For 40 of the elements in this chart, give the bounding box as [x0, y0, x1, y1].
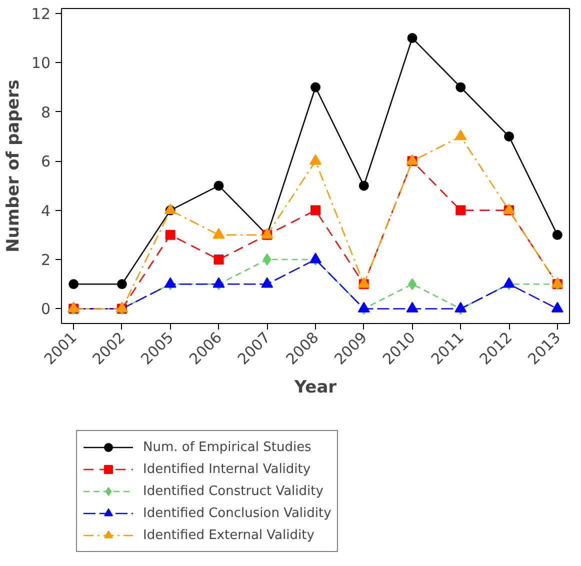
point — [454, 302, 467, 312]
y-tick-label: 6 — [40, 152, 51, 171]
y-tick-label: 10 — [31, 54, 51, 72]
point — [504, 131, 514, 142]
point — [212, 228, 225, 239]
point — [551, 302, 564, 312]
point — [310, 154, 322, 165]
point — [310, 82, 320, 92]
point — [261, 277, 274, 288]
point — [164, 277, 176, 288]
y-axis-title: Number of papers — [3, 80, 24, 252]
point — [68, 279, 79, 290]
point — [165, 230, 176, 240]
legend-label: Identified Conclusion Validity — [143, 506, 332, 520]
y-tick-label: 2 — [40, 251, 51, 270]
legend-label: Num. of Empirical Studies — [143, 440, 312, 454]
point — [310, 252, 322, 264]
legend-label: Identified External Validity — [143, 528, 314, 542]
point — [503, 277, 516, 288]
point — [262, 254, 272, 266]
legend-label: Identified Internal Validity — [143, 462, 311, 476]
point — [116, 279, 127, 290]
point — [358, 302, 370, 312]
point — [407, 33, 418, 44]
point — [214, 180, 224, 191]
x-axis-title: Year — [293, 377, 338, 398]
point — [310, 205, 320, 216]
point — [212, 277, 225, 288]
y-tick-label: 0 — [40, 300, 51, 318]
point — [456, 205, 466, 216]
point — [406, 302, 418, 312]
point — [358, 180, 369, 191]
point — [552, 230, 562, 240]
y-tick-label: 4 — [40, 202, 51, 220]
point — [456, 82, 466, 92]
y-tick-label: 8 — [40, 103, 51, 122]
legend-label: Identified Construct Validity — [143, 484, 324, 498]
point — [454, 130, 467, 140]
point — [214, 254, 224, 265]
y-tick-label: 12 — [31, 4, 51, 23]
